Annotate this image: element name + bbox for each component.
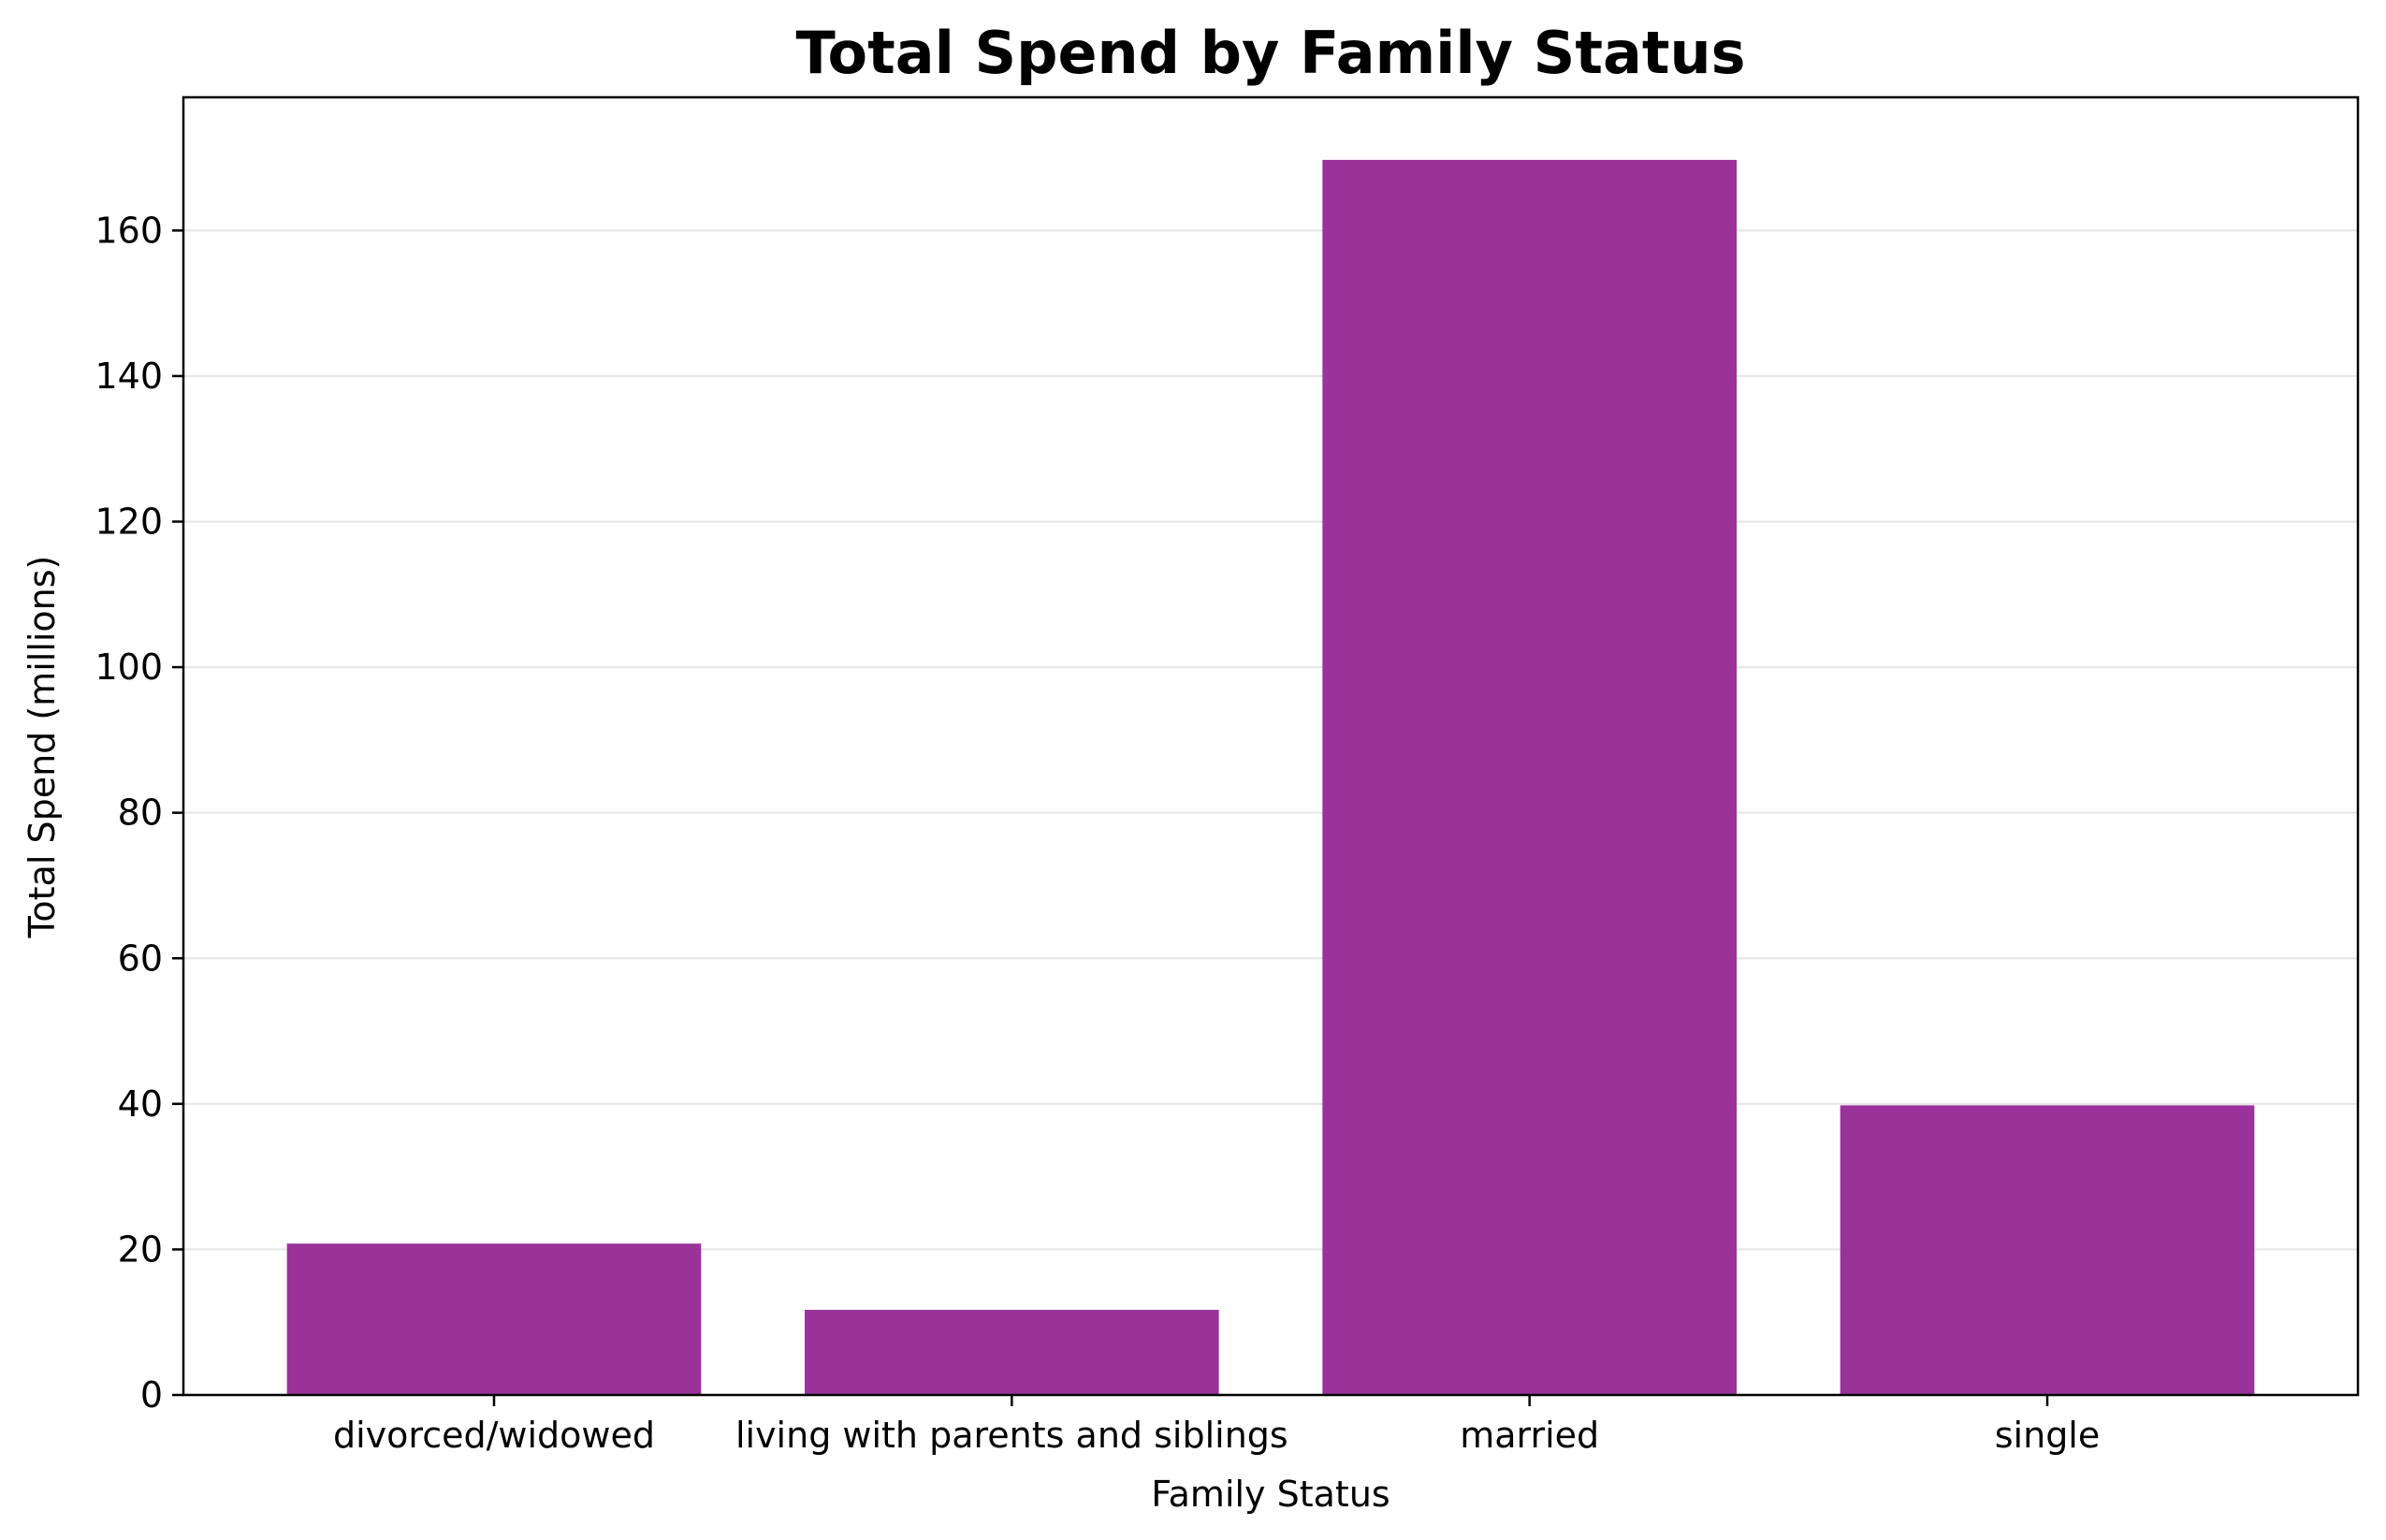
bar-divorced-widowed [286,1243,702,1395]
x-tick-label: single [1995,1415,2101,1456]
y-tick-label: 120 [95,501,163,543]
plot-frame [182,95,2360,1397]
x-tick-label: living with parents and siblings [735,1415,1288,1456]
y-axis-ticks: 0 20 40 60 80 100 120 140 160 [95,210,183,1416]
x-axis-ticks: divorced/widowed living with parents and … [333,1395,2100,1456]
y-axis-label: Total Spend (millions) [22,556,63,939]
bar-married [1322,159,1737,1395]
x-tick-label: married [1460,1415,1599,1456]
y-tick-label: 140 [95,356,163,397]
y-tick-label: 60 [118,937,163,979]
y-tick-label: 40 [118,1083,163,1125]
x-tick-label: divorced/widowed [333,1415,655,1456]
y-tick-label: 80 [118,792,163,834]
y-tick-label: 0 [140,1374,163,1416]
chart-title: Total Spend by Family Status [795,19,1745,87]
y-tick-label: 160 [95,210,163,251]
bars [286,159,2255,1395]
bar-single [1840,1105,2255,1395]
y-tick-label: 20 [118,1228,163,1270]
x-axis-label: Family Status [1151,1474,1389,1515]
y-tick-label: 100 [95,647,163,688]
bar-living-with-parents-and-siblings [805,1309,1219,1395]
